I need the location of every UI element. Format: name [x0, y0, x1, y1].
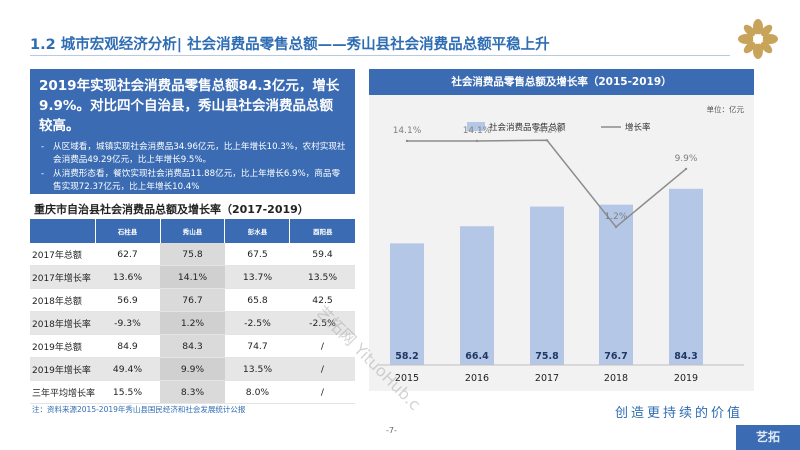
highlight-box: 2019年实现社会消费品零售总额84.3亿元，增长9.9%。对比四个自治县，秀山…: [30, 69, 355, 194]
table-cell: -2.5%: [289, 311, 355, 335]
row-label: 2018年增长率: [30, 311, 96, 335]
page-title: 1.2 城市宏观经济分析| 社会消费品零售总额——秀山县社会消费品总额平稳上升: [30, 37, 550, 53]
table-row: 2017年总额 62.7 75.8 67.5 59.4: [30, 243, 355, 266]
chart-bar: [669, 188, 703, 365]
table-cell: 84.9: [95, 334, 160, 358]
row-label: 三年平均增长率: [30, 380, 96, 404]
table-row: 三年平均增长率 15.5% 8.3% 8.0% /: [30, 380, 355, 404]
slogan: 创造更持续的价值: [615, 406, 744, 421]
chart-bar: [530, 206, 564, 365]
table-row: 2017年增长率 13.6% 14.1% 13.7% 13.5%: [30, 265, 355, 289]
table-row: 2018年增长率 -9.3% 1.2% -2.5% -2.5%: [30, 311, 355, 335]
chart-bar: [390, 243, 424, 365]
table-cell: -2.5%: [224, 311, 290, 335]
header-cell: 彭水县: [224, 219, 291, 243]
chart-title: 社会消费品零售总额及增长率（2015-2019）: [369, 69, 754, 95]
row-label: 2017年总额: [30, 243, 96, 266]
table-cell: -9.3%: [95, 311, 160, 335]
table-cell: 14.1%: [160, 265, 225, 289]
table-row: 2019年增长率 49.4% 9.9% 13.5% /: [30, 357, 355, 381]
table-cell: 9.9%: [160, 357, 225, 381]
legend-bar-swatch: [467, 122, 485, 131]
growth-rate-point: [614, 225, 618, 229]
bar-value-label: 84.3: [674, 351, 697, 362]
line-value-label: 14.1%: [393, 126, 422, 136]
table-cell: /: [289, 380, 355, 404]
line-value-label: 14.1%: [463, 126, 492, 136]
bar-value-label: 76.7: [604, 351, 627, 362]
line-value-label: 9.9%: [675, 154, 698, 164]
legend-label: 社会消费品零售总额: [489, 122, 566, 133]
page-number: -7-: [386, 426, 397, 435]
table-cell: 13.5%: [289, 265, 355, 289]
table-cell: /: [289, 334, 355, 358]
header-cell: 酉阳县: [289, 219, 355, 243]
table-cell: 13.7%: [224, 265, 290, 289]
table-cell: 8.0%: [224, 380, 290, 404]
county-consumption-table: 石柱县 秀山县 彭水县 酉阳县 2017年总额 62.7 75.8 67.5 5…: [30, 219, 355, 404]
chart-panel: 社会消费品零售总额及增长率（2015-2019） 单位：亿元社会消费品零售总额 增…: [369, 69, 754, 391]
table-cell: 74.7: [224, 334, 290, 358]
table-cell: /: [289, 357, 355, 381]
corner-brand: 艺拓: [736, 425, 800, 450]
source-note: 注：资料来源2015-2019年秀山县国民经济和社会发展统计公报: [32, 405, 246, 414]
table-cell: 62.7: [95, 243, 160, 266]
bullet-text: 从区域看，城镇实现社会消费品34.96亿元，比上年增长10.3%，农村实现社会消…: [53, 142, 346, 165]
table-cell: 56.9: [95, 288, 160, 312]
header-cell: 石柱县: [95, 219, 161, 243]
growth-rate-point: [475, 139, 479, 143]
highlight-main-text: 2019年实现社会消费品零售总额84.3亿元，增长9.9%。对比四个自治县，秀山…: [39, 78, 340, 134]
table-cell: 67.5: [224, 243, 290, 266]
row-label: 2017年增长率: [30, 265, 96, 289]
flower-logo-icon: [738, 19, 778, 59]
legend-label: 增长率: [625, 122, 651, 133]
table-cell: 13.5%: [224, 357, 290, 381]
highlight-bullets: - 从区域看，城镇实现社会消费品34.96亿元，比上年增长10.3%，农村实现社会…: [39, 141, 346, 193]
line-value-label: 1.2%: [605, 212, 628, 222]
table-cell: 13.6%: [95, 265, 160, 289]
growth-rate-point: [405, 139, 409, 143]
table-cell: 65.8: [224, 288, 290, 312]
table-cell: 1.2%: [160, 311, 225, 335]
table-cell: 75.8: [160, 243, 225, 266]
row-label: 2019年总额: [30, 334, 96, 358]
bullet-text: 从消费形态看，餐饮实现社会消费品11.88亿元，比上年增长6.9%，商品零售实现…: [53, 169, 341, 192]
row-label: 2018年总额: [30, 288, 96, 312]
table-cell: 8.3%: [160, 380, 225, 404]
bar-value-label: 66.4: [465, 351, 489, 362]
x-tick-label: 2018: [604, 373, 628, 384]
bar-value-label: 75.8: [535, 351, 559, 362]
line-value-label: 14.2%: [533, 125, 562, 135]
highlight-bullet: - 从区域看，城镇实现社会消费品34.96亿元，比上年增长10.3%，农村实现社会…: [41, 142, 346, 165]
table-cell: 42.5: [289, 288, 355, 312]
growth-rate-point: [545, 139, 549, 142]
x-tick-label: 2015: [395, 373, 419, 384]
row-label: 2019年增长率: [30, 357, 96, 381]
table-cell: 76.7: [160, 288, 225, 312]
header-cell: [30, 219, 96, 243]
chart-bar: [599, 204, 633, 365]
table-header-row: 石柱县 秀山县 彭水县 酉阳县: [30, 219, 355, 243]
x-tick-label: 2016: [465, 373, 489, 384]
table-row: 2018年总额 56.9 76.7 65.8 42.5: [30, 288, 355, 312]
chart-bar: [460, 226, 494, 365]
table-row: 2019年总额 84.9 84.3 74.7 /: [30, 334, 355, 358]
chart-unit: 单位：亿元: [707, 104, 745, 114]
table-cell: 49.4%: [95, 357, 160, 381]
header-cell: 秀山县: [160, 219, 226, 243]
table-cell: 15.5%: [95, 380, 160, 404]
table-title: 重庆市自治县社会消费品总额及增长率（2017-2019）: [34, 203, 309, 216]
highlight-bullet: - 从消费形态看，餐饮实现社会消费品11.88亿元，比上年增长6.9%，商品零售实…: [41, 169, 341, 192]
table-cell: 59.4: [289, 243, 355, 266]
x-tick-label: 2019: [674, 373, 698, 384]
x-tick-label: 2017: [535, 373, 559, 384]
table-cell: 84.3: [160, 334, 225, 358]
growth-rate-point: [684, 167, 688, 171]
title-divider: [30, 55, 730, 56]
bar-value-label: 58.2: [395, 351, 418, 362]
